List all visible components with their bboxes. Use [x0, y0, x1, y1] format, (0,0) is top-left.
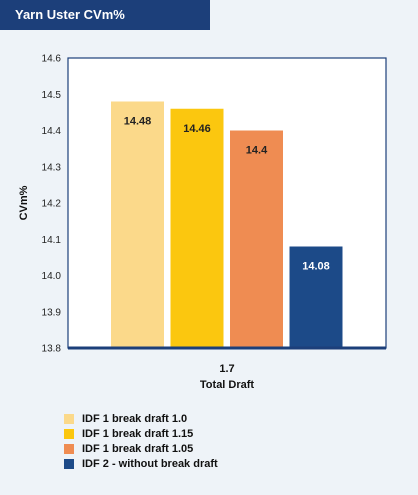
- bar: [289, 246, 343, 348]
- bars: [111, 101, 343, 348]
- y-tick-label: 14.1: [42, 235, 62, 246]
- bar: [230, 130, 283, 348]
- y-tick-label: 14.6: [42, 54, 62, 65]
- y-tick-label: 14.3: [42, 162, 62, 173]
- x-category-label: 1.7: [219, 363, 234, 375]
- y-tick-label: 14.4: [42, 126, 62, 137]
- legend-label: IDF 2 - without break draft: [82, 457, 218, 470]
- y-axis-title: CVm%: [18, 185, 30, 220]
- bar-value-label: 14.08: [302, 261, 330, 273]
- legend-label: IDF 1 break draft 1.0: [82, 412, 188, 425]
- y-axis-ticks: 14.6 14.5 14.4 14.3 14.2 14.1 14.0 13.9 13.8: [42, 54, 62, 355]
- legend-item: IDF 1 break draft 1.05: [64, 441, 218, 456]
- legend: IDF 1 break draft 1.0 IDF 1 break draft …: [64, 411, 218, 471]
- bar-labels: 14.48 14.46 14.4 14.08: [124, 116, 330, 273]
- chart-title: Yarn Uster CVm%: [0, 0, 210, 30]
- legend-swatch: [64, 443, 74, 454]
- y-tick-label: 13.9: [42, 307, 62, 318]
- bar-value-label: 14.46: [183, 123, 211, 135]
- legend-swatch: [64, 458, 74, 469]
- y-tick-label: 14.0: [42, 271, 62, 282]
- x-axis-title: Total Draft: [200, 379, 255, 391]
- legend-item: IDF 1 break draft 1.0: [64, 411, 218, 426]
- legend-item: IDF 2 - without break draft: [64, 456, 218, 471]
- y-tick-label: 14.2: [42, 199, 62, 210]
- bar-value-label: 14.48: [124, 116, 152, 128]
- legend-label: IDF 1 break draft 1.15: [82, 427, 194, 440]
- legend-swatch: [64, 413, 74, 424]
- legend-label: IDF 1 break draft 1.05: [82, 442, 194, 455]
- bar-value-label: 14.4: [246, 145, 268, 157]
- legend-swatch: [64, 428, 74, 439]
- legend-item: IDF 1 break draft 1.15: [64, 426, 218, 441]
- bar: [170, 108, 224, 348]
- y-tick-label: 14.5: [42, 90, 62, 101]
- bar: [111, 101, 164, 348]
- y-tick-label: 13.8: [42, 344, 62, 355]
